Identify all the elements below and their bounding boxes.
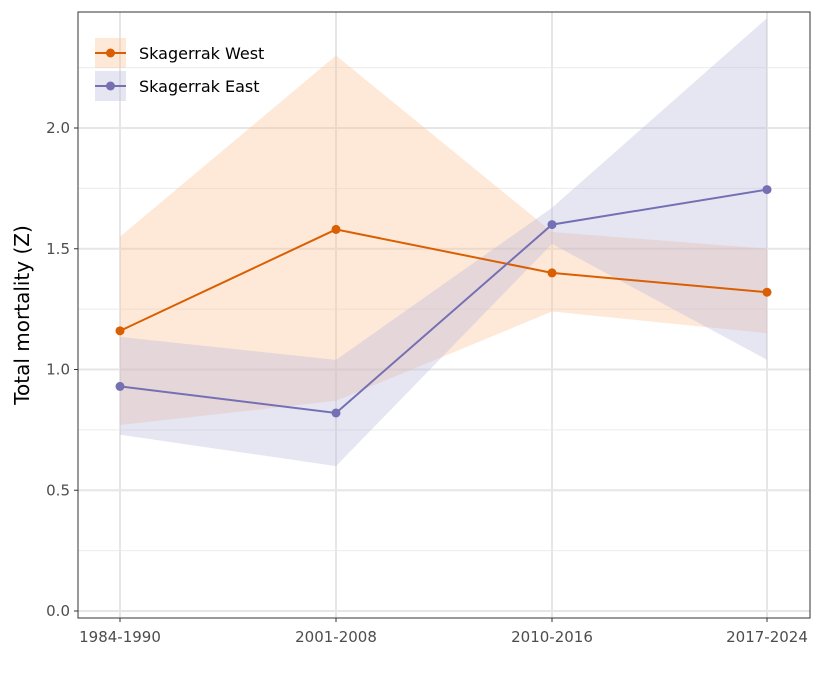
y-tick-label: 0.5 [46, 481, 70, 499]
legend-label: Skagerrak East [139, 77, 260, 96]
legend: Skagerrak West Skagerrak East [95, 38, 264, 101]
ribbons [120, 18, 767, 467]
data-point [547, 220, 557, 230]
x-tick-label: 2010-2016 [511, 628, 593, 646]
confidence-ribbon-1 [120, 18, 767, 467]
legend-label: Skagerrak West [139, 44, 264, 63]
data-point [115, 381, 125, 391]
legend-item: Skagerrak West [95, 38, 264, 68]
legend-item: Skagerrak East [95, 71, 260, 101]
legend-key-point [106, 81, 115, 91]
y-tick-label: 1.0 [46, 361, 70, 379]
data-point [115, 326, 125, 336]
data-point [331, 408, 341, 418]
data-point [331, 224, 341, 234]
x-tick-label: 2001-2008 [295, 628, 377, 646]
series-line-1 [119, 188, 768, 415]
legend-key-point [106, 48, 115, 58]
data-point [547, 268, 557, 278]
plot-panel-border [77, 11, 811, 619]
data-point [762, 287, 772, 297]
grid [78, 12, 810, 618]
y-tick-label: 2.0 [46, 119, 70, 137]
x-tick-label: 2017-2024 [726, 628, 808, 646]
confidence-ribbon-0 [120, 55, 767, 426]
y-tick-label: 1.5 [46, 240, 70, 258]
data-point [762, 185, 772, 195]
series-line-0 [119, 228, 768, 332]
y-axis: 0.0 0.5 1.0 1.5 2.0 [46, 119, 78, 620]
x-tick-label: 1984-1990 [79, 628, 161, 646]
x-axis: 1984-1990 2001-2008 2010-2016 2017-2024 [79, 618, 808, 646]
series-lines [115, 185, 772, 418]
y-tick-label: 0.0 [46, 602, 70, 620]
y-axis-label: Total mortality (Z) [10, 225, 34, 406]
